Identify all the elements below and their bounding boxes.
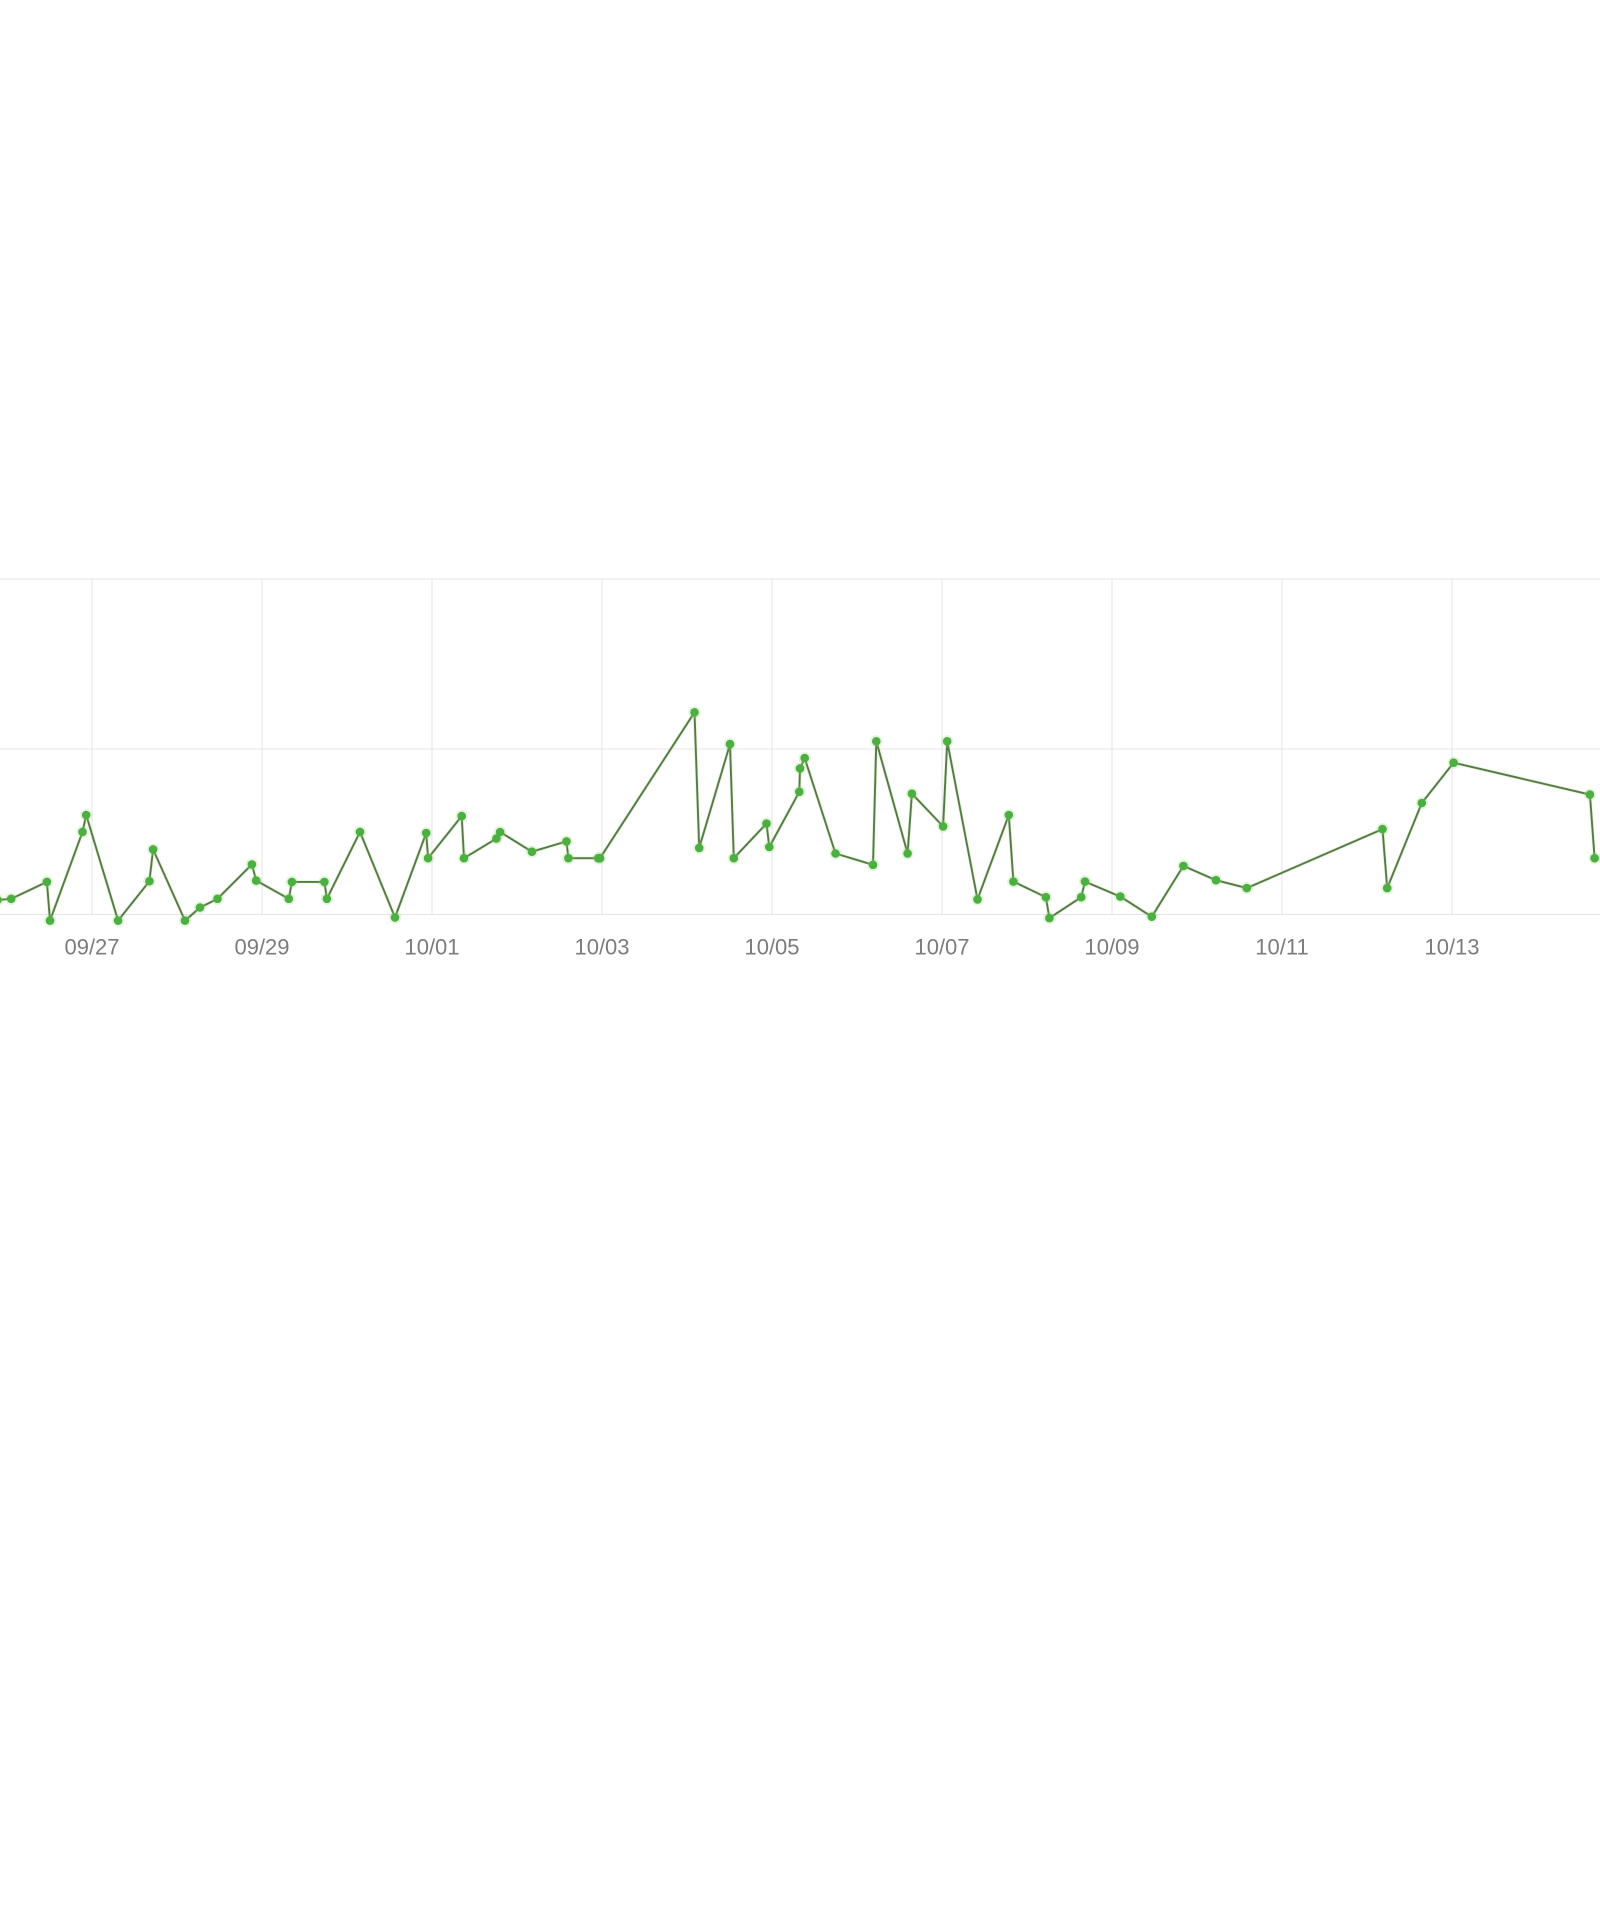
- svg-text:10/03: 10/03: [574, 935, 629, 960]
- svg-text:09/29: 09/29: [234, 935, 289, 960]
- svg-text:10/13: 10/13: [1424, 935, 1479, 960]
- svg-text:10/05: 10/05: [744, 935, 799, 960]
- svg-text:10/01: 10/01: [404, 935, 459, 960]
- svg-text:10/11: 10/11: [1255, 935, 1308, 960]
- svg-text:09/27: 09/27: [64, 935, 119, 960]
- svg-text:10/07: 10/07: [914, 935, 969, 960]
- svg-text:10/09: 10/09: [1084, 935, 1139, 960]
